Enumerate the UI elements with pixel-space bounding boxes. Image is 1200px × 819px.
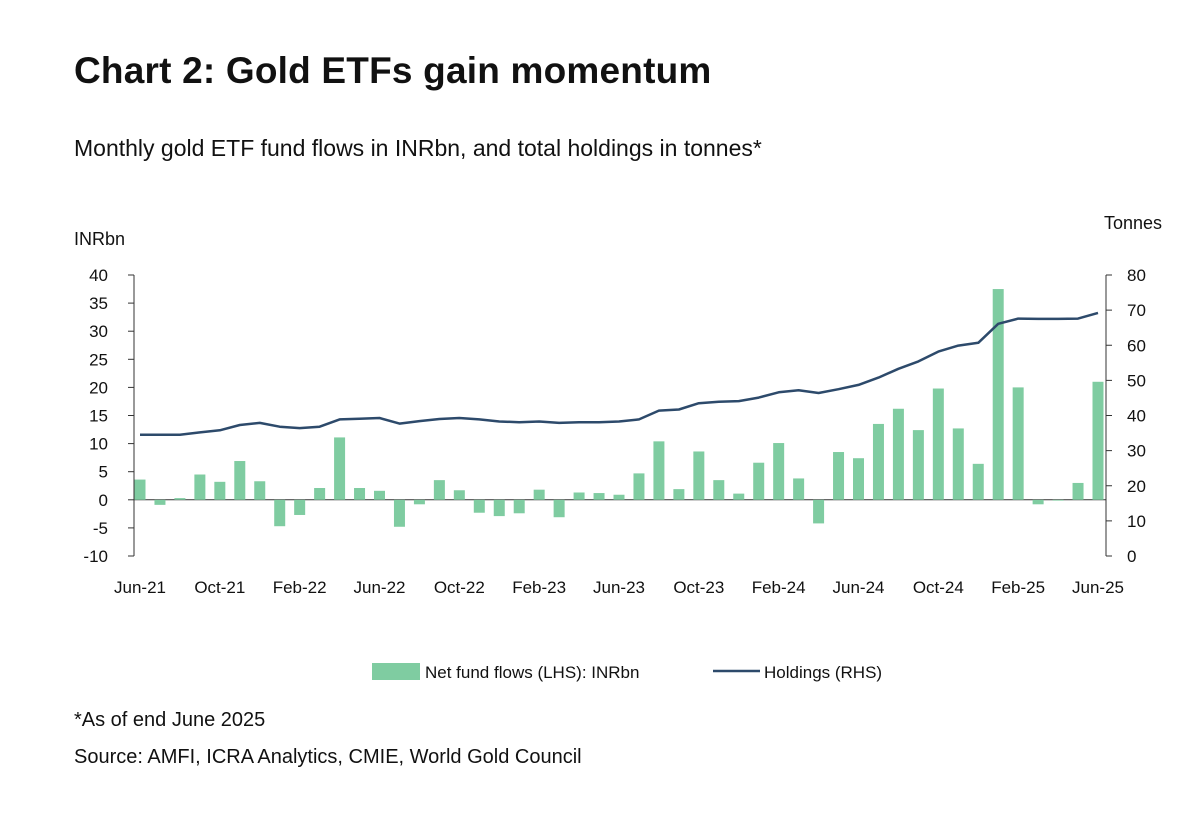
- bar: [952, 428, 964, 500]
- right-axis-tick-label: 70: [1127, 301, 1146, 320]
- bar: [154, 499, 166, 505]
- bar: [1052, 499, 1064, 501]
- x-axis-tick-label: Oct-21: [194, 578, 245, 597]
- bar: [653, 441, 665, 500]
- x-axis-tick-label: Jun-24: [833, 578, 885, 597]
- x-axis-tick-label: Feb-23: [512, 578, 566, 597]
- bar: [1072, 482, 1084, 500]
- bar: [493, 499, 505, 517]
- left-axis-tick-label: 15: [89, 407, 108, 426]
- right-axis-tick-label: 60: [1127, 336, 1146, 355]
- bar: [713, 480, 725, 500]
- bar: [374, 490, 385, 500]
- legend-label-line: Holdings (RHS): [764, 663, 882, 682]
- bar: [773, 443, 785, 500]
- bar: [872, 423, 884, 500]
- x-axis-tick-label: Feb-22: [273, 578, 327, 597]
- bar: [393, 499, 405, 527]
- line-series: [140, 311, 1099, 437]
- right-axis-tick-label: 40: [1127, 407, 1146, 426]
- left-axis-tick-label: 20: [89, 378, 108, 397]
- bar: [1012, 387, 1024, 500]
- bar: [214, 481, 226, 500]
- left-axis-tick-label: 30: [89, 322, 108, 341]
- bar: [234, 461, 246, 500]
- x-axis-tick-label: Feb-25: [991, 578, 1045, 597]
- right-axis-tick-label: 10: [1127, 512, 1146, 531]
- bar: [593, 493, 605, 500]
- left-axis-tick-label: 25: [89, 350, 108, 369]
- bar: [693, 451, 705, 500]
- bar: [354, 487, 366, 500]
- bar: [294, 499, 306, 515]
- bar: [174, 498, 186, 500]
- bar: [912, 430, 924, 500]
- bar: [433, 480, 445, 500]
- footnote: *As of end June 2025: [74, 709, 266, 731]
- bar: [573, 492, 585, 500]
- axes: -10 -5 0 5 10 15 20 25 30 35 40 0 10 20 30 40 50 60 70 80 Ju…: [83, 266, 1146, 597]
- bar: [453, 490, 465, 500]
- bar: [613, 494, 625, 500]
- bar: [932, 388, 944, 500]
- chart-subtitle: Monthly gold ETF fund flows in INRbn, an…: [74, 135, 762, 161]
- x-axis-tick-label: Jun-22: [354, 578, 406, 597]
- chart-title: Chart 2: Gold ETFs gain momentum: [74, 50, 712, 91]
- right-axis-label: Tonnes: [1104, 213, 1162, 233]
- left-axis-tick-label: 40: [89, 266, 108, 285]
- x-axis-tick-label: Oct-24: [913, 578, 964, 597]
- bar: [753, 462, 765, 500]
- left-axis-tick-label: -5: [93, 519, 108, 538]
- bar: [473, 499, 485, 513]
- bar: [892, 408, 904, 500]
- bar: [274, 499, 286, 527]
- bar: [1032, 499, 1044, 505]
- right-axis-tick-label: 20: [1127, 477, 1146, 496]
- legend-label-bars: Net fund flows (LHS): INRbn: [425, 663, 639, 682]
- legend-swatch-bars: [372, 663, 420, 680]
- bar: [1092, 381, 1104, 500]
- right-axis-tick-label: 80: [1127, 266, 1146, 285]
- bar: [134, 479, 146, 500]
- source-note: Source: AMFI, ICRA Analytics, CMIE, Worl…: [74, 746, 582, 768]
- holdings-line: [140, 311, 1099, 437]
- bar: [254, 481, 266, 500]
- bar: [673, 489, 685, 500]
- bar: [533, 489, 545, 500]
- left-axis-tick-label: 10: [89, 435, 108, 454]
- x-axis-tick-label: Jun-21: [114, 578, 166, 597]
- bar: [513, 499, 525, 514]
- bar: [633, 473, 645, 500]
- left-axis-label: INRbn: [74, 229, 125, 249]
- right-axis-tick-label: 50: [1127, 371, 1146, 390]
- bar: [553, 499, 565, 518]
- legend: Net fund flows (LHS): INRbn Holdings (RH…: [372, 663, 882, 682]
- left-axis-tick-label: 5: [99, 463, 108, 482]
- bar-series: [134, 289, 1104, 527]
- x-axis-tick-label: Oct-22: [434, 578, 485, 597]
- bar: [972, 463, 984, 500]
- right-axis-tick-label: 0: [1127, 547, 1136, 566]
- right-axis-tick-label: 30: [1127, 442, 1146, 461]
- bar: [833, 452, 845, 500]
- bar: [853, 458, 864, 500]
- bar: [793, 478, 805, 500]
- bar: [992, 289, 1004, 500]
- x-axis-tick-label: Jun-23: [593, 578, 645, 597]
- x-axis-tick-label: Jun-25: [1072, 578, 1124, 597]
- left-axis-tick-label: -10: [83, 547, 108, 566]
- bar: [314, 487, 326, 500]
- bar: [194, 474, 206, 500]
- left-axis-tick-label: 35: [89, 294, 108, 313]
- x-axis-tick-label: Oct-23: [673, 578, 724, 597]
- bar: [813, 499, 825, 524]
- bar: [413, 499, 425, 505]
- bar: [733, 493, 745, 500]
- bar: [334, 437, 346, 500]
- x-axis-tick-label: Feb-24: [752, 578, 806, 597]
- left-axis-tick-label: 0: [99, 491, 108, 510]
